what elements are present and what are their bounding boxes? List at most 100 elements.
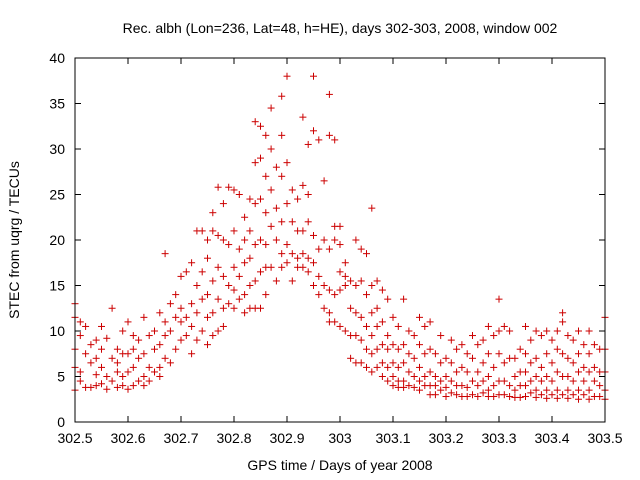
x-tick-label: 303.1 [375,430,410,446]
data-point [575,368,582,376]
data-point [193,309,201,317]
data-point [283,72,291,80]
data-point [564,354,572,362]
data-point [522,350,529,358]
data-point [336,286,344,294]
data-point [447,389,455,397]
data-point [288,218,296,226]
data-point [129,345,137,353]
data-point [336,268,344,276]
data-point [278,263,286,271]
data-point [294,254,302,262]
data-point [235,245,243,253]
data-point [378,359,386,367]
data-point [490,332,498,340]
data-point [336,222,344,230]
data-point [506,393,514,401]
x-tick-label: 303.3 [481,430,516,446]
data-point [108,304,116,312]
y-axis: 0 5 10 15 20 25 30 35 40 [49,50,605,430]
data-point [283,259,291,267]
data-point [537,391,545,399]
data-point [516,345,524,353]
data-point [87,341,95,349]
data-point [219,272,227,280]
data-point [124,318,132,326]
data-point [299,227,307,235]
data-point [537,363,545,371]
data-point [416,363,423,371]
data-point [267,222,275,230]
data-point [400,295,408,303]
data-point [98,380,105,388]
data-point [516,393,524,401]
data-point [500,377,508,385]
y-tick-label: 5 [57,369,65,385]
data-point [357,336,365,344]
data-point [458,341,466,349]
data-point [113,345,121,353]
data-point [479,359,487,367]
data-point [177,304,185,312]
data-point [484,322,492,330]
data-point [447,377,455,385]
data-point [278,92,286,100]
data-point [511,386,519,394]
data-point [320,177,328,185]
data-point [209,227,217,235]
data-point [378,318,386,326]
data-point [108,377,116,385]
data-point [267,263,275,271]
data-point [458,382,466,390]
data-point [347,277,355,285]
data-point [272,163,280,171]
data-point [320,236,328,244]
data-point [336,241,344,249]
data-point [278,131,286,139]
y-tick-label: 40 [49,50,65,66]
data-point [299,250,307,258]
data-point [241,259,249,267]
data-point [410,354,418,362]
data-point [161,354,169,362]
data-point [580,341,588,349]
data-point [442,393,450,401]
data-point [426,368,434,376]
data-point [532,393,540,401]
data-point [103,334,111,342]
data-point [209,277,217,285]
data-point [511,373,519,380]
data-point [257,304,264,312]
data-point [182,332,190,340]
data-point [246,282,254,289]
data-point [304,140,312,148]
data-point [129,382,137,390]
data-point [198,327,206,335]
data-point [331,291,339,299]
data-point [230,227,238,235]
data-point [98,345,105,353]
data-point [421,350,429,358]
data-point [389,373,397,380]
data-point [278,218,286,226]
data-point [564,394,572,402]
data-point [76,332,84,340]
data-point [548,336,556,344]
data-point [416,377,423,385]
data-point [315,272,323,280]
data-point [458,363,466,371]
data-point [341,327,349,335]
data-point [267,145,275,153]
x-axis-label: GPS time / Days of year 2008 [247,457,432,473]
data-point [363,345,370,353]
data-point [262,241,270,249]
data-point [368,204,376,212]
data-point [389,382,397,390]
data-point [219,322,227,330]
data-point [257,154,264,162]
data-point [527,389,535,397]
data-point [500,359,508,367]
data-point [151,368,158,376]
data-point [431,382,439,390]
